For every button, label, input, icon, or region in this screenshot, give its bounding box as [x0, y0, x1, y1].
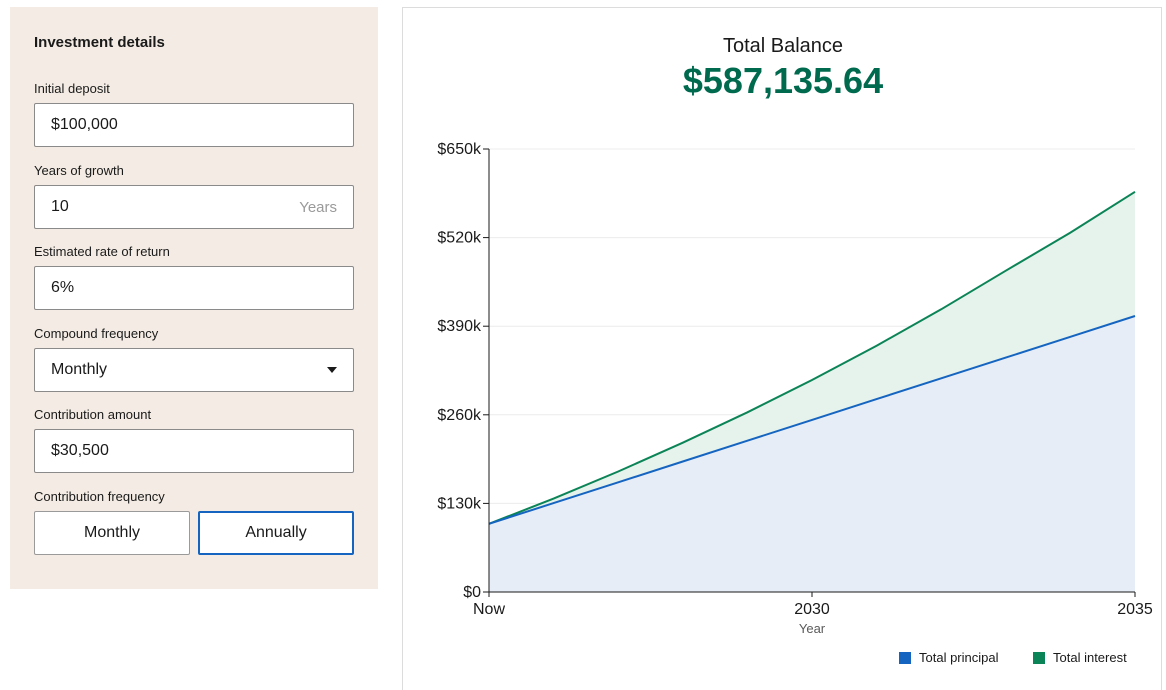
investment-form-panel: Investment details Initial deposit $100,…	[10, 7, 378, 589]
interest-swatch	[1033, 651, 1045, 664]
compound-select[interactable]: Monthly	[34, 348, 354, 392]
x-axis-title: Year	[799, 621, 826, 636]
rate-value: 6%	[51, 279, 75, 296]
contribution-value: $30,500	[51, 442, 109, 459]
legend-interest-label: Total interest	[1053, 650, 1127, 665]
balance-chart: $0 $130k $260k $390k $520k $650k Now 2030 2035 Y…	[437, 141, 1153, 636]
frequency-annually-button[interactable]: Annually	[198, 511, 354, 555]
chart-card: Total Balance $587,135.64 $0 $130k $260k $3…	[402, 7, 1162, 690]
principal-swatch	[899, 651, 911, 664]
form-title: Investment details	[34, 34, 165, 51]
years-label: Years of growth	[34, 163, 124, 178]
initial-deposit-label: Initial deposit	[34, 81, 110, 96]
compound-value: Monthly	[51, 361, 108, 378]
principal-line	[488, 315, 1136, 525]
y-tick-label: $130k	[437, 495, 482, 512]
y-tick-label: $520k	[437, 230, 482, 247]
contribution-label: Contribution amount	[34, 407, 152, 422]
years-suffix: Years	[299, 198, 337, 216]
principal-area	[489, 316, 1135, 592]
rate-input[interactable]: 6%	[34, 266, 354, 310]
compound-label: Compound frequency	[34, 326, 159, 341]
x-tick-label: Now	[473, 601, 505, 618]
chevron-down-icon	[327, 367, 337, 373]
contribution-input[interactable]: $30,500	[34, 429, 354, 473]
rate-label: Estimated rate of return	[34, 244, 170, 259]
legend-interest: Total interest	[1033, 650, 1127, 665]
initial-deposit-input[interactable]: $100,000	[34, 103, 354, 147]
initial-deposit-value: $100,000	[51, 116, 118, 133]
interest-line	[488, 190, 1136, 525]
y-tick-label: $650k	[437, 141, 482, 158]
years-value: 10	[51, 198, 69, 215]
contribution-frequency-label: Contribution frequency	[34, 489, 165, 504]
y-tick-label: $260k	[437, 407, 482, 424]
y-tick-label: $390k	[437, 318, 482, 335]
total-balance-label: Total Balance	[722, 35, 844, 57]
legend-principal-label: Total principal	[919, 650, 999, 665]
y-tick-label: $0	[463, 584, 481, 601]
legend-principal: Total principal	[899, 650, 999, 665]
years-input[interactable]: 10 Years	[34, 185, 354, 229]
frequency-monthly-button[interactable]: Monthly	[34, 511, 190, 555]
x-tick-label: 2035	[1117, 601, 1153, 618]
total-balance-value: $587,135.64	[682, 60, 884, 101]
x-tick-label: 2030	[794, 601, 830, 618]
